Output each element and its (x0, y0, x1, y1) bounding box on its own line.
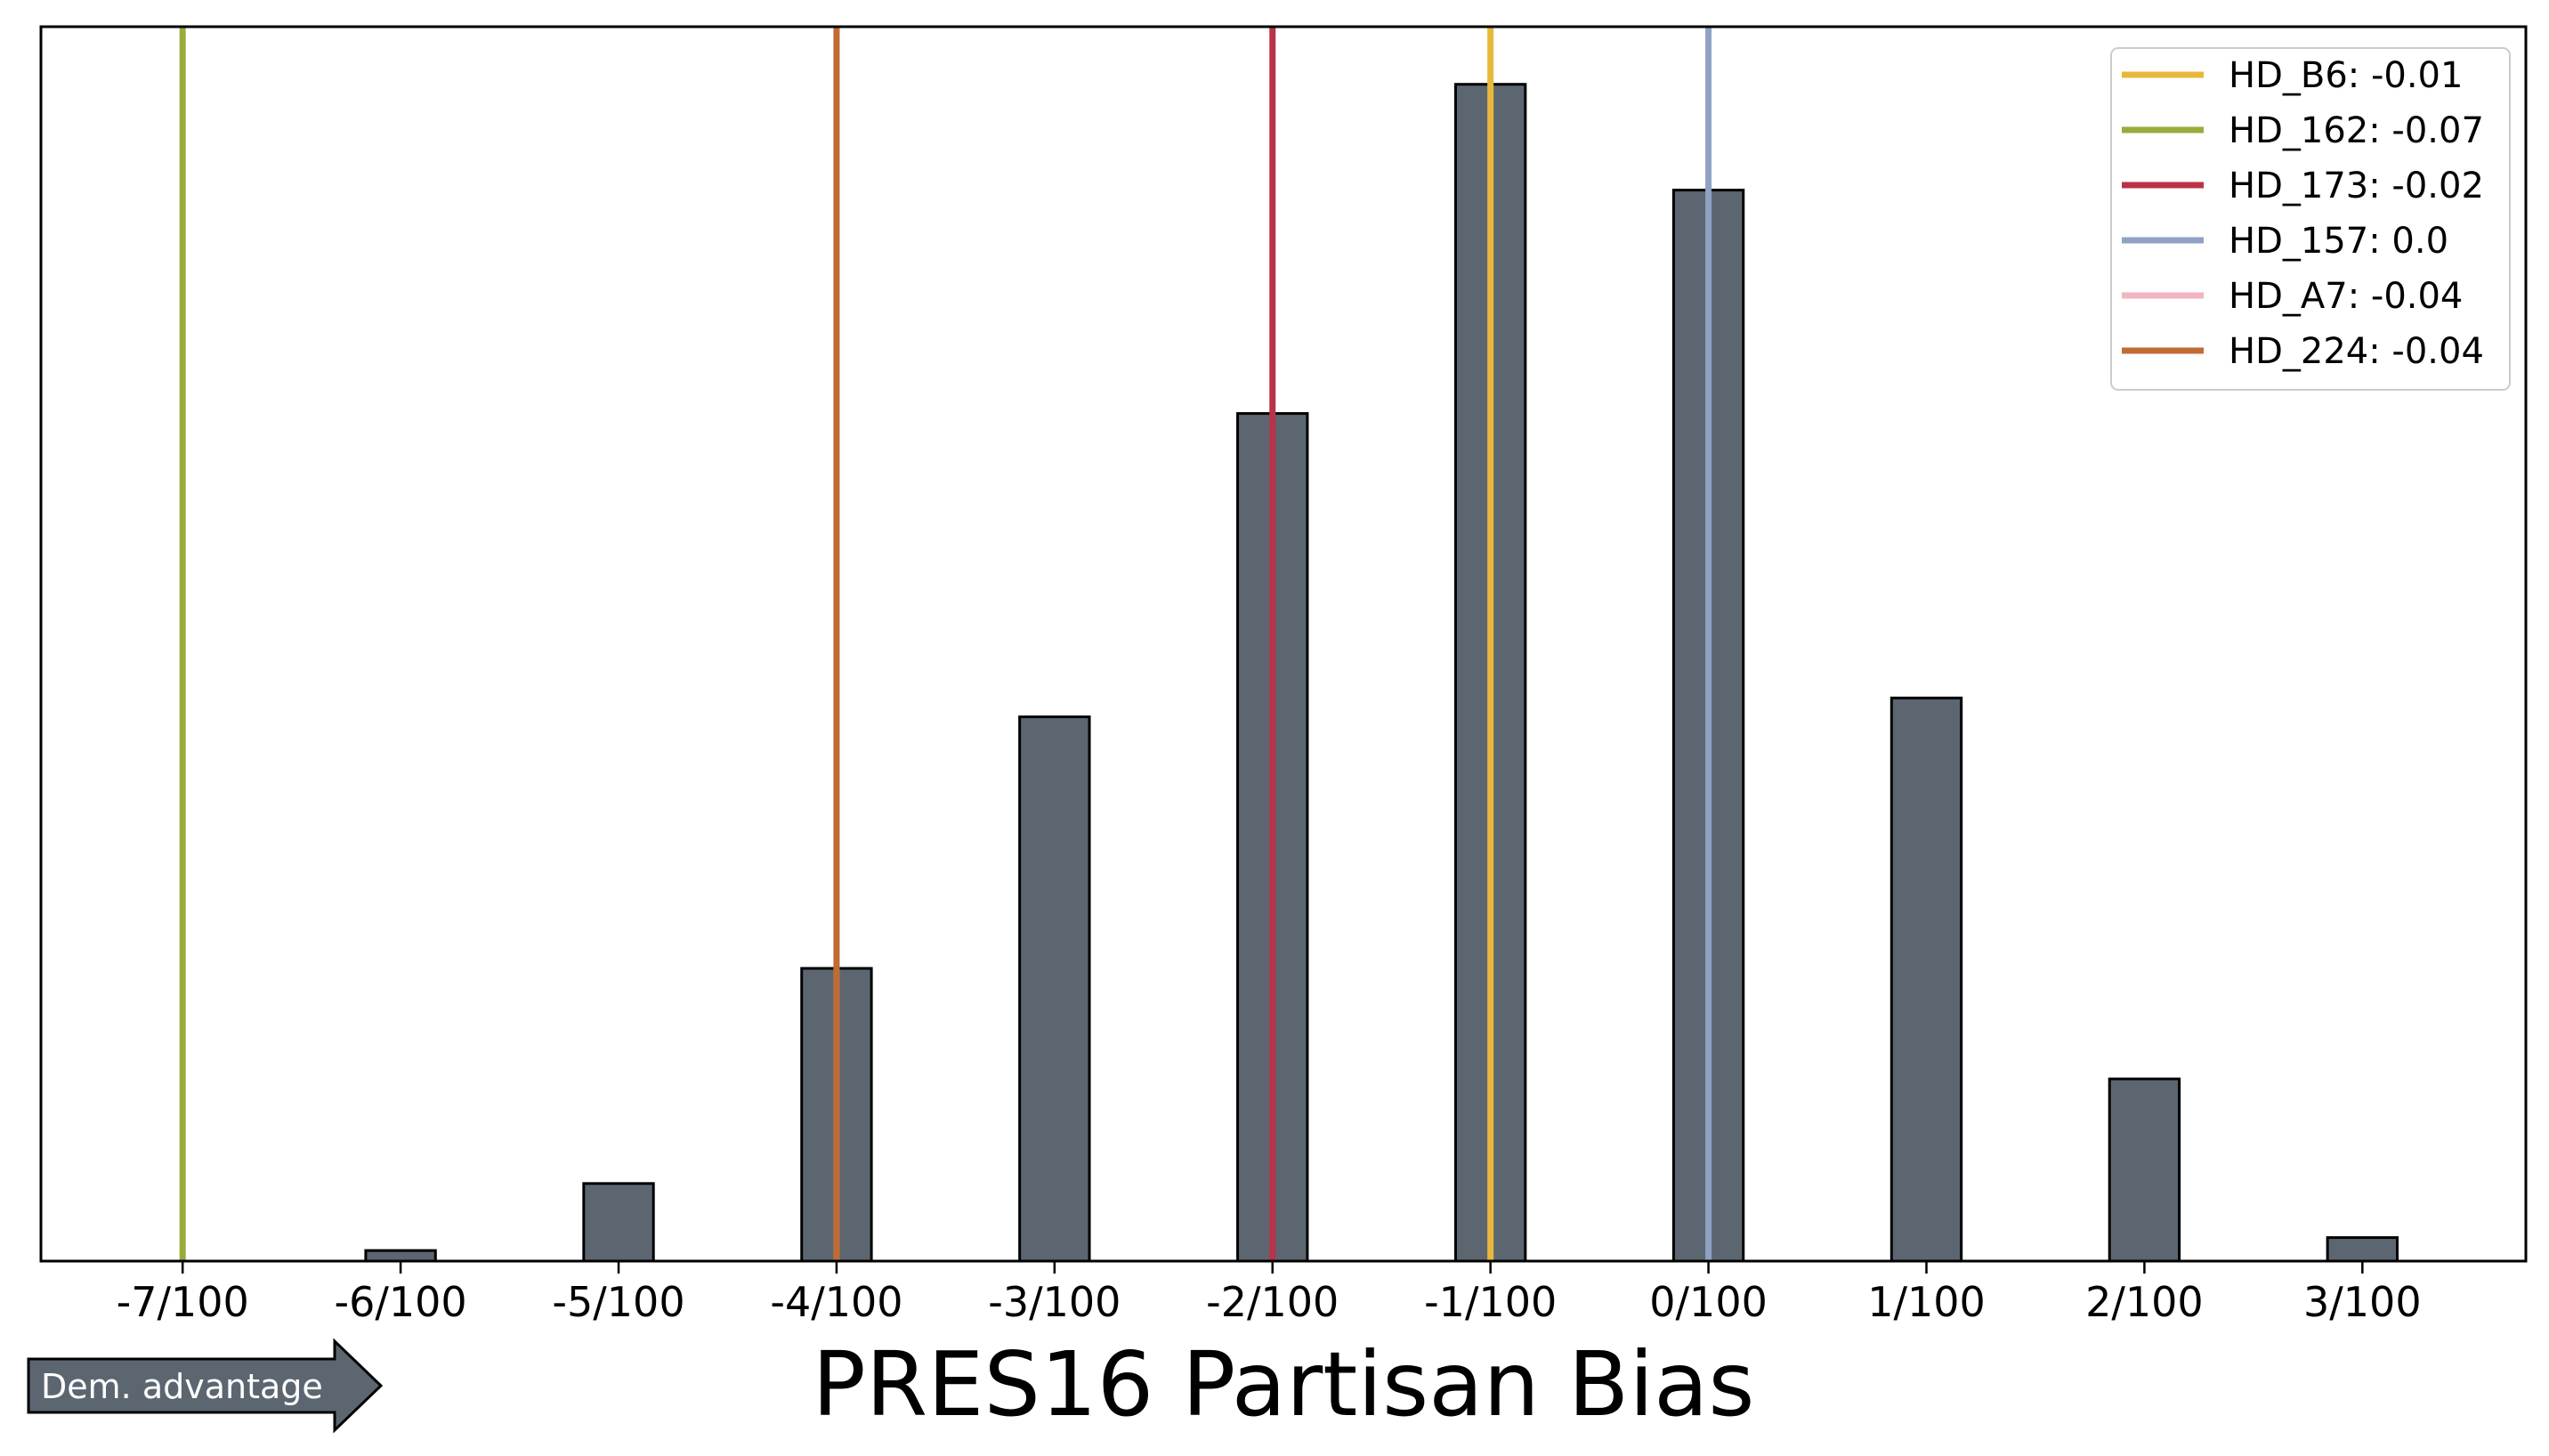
legend: HD_B6: -0.01 HD_162: -0.07 HD_173: -0.02 HD… (2110, 47, 2511, 391)
x-tick-label: 1/100 (1867, 1278, 1986, 1326)
histogram-bar (582, 1182, 655, 1263)
histogram-bar (2326, 1236, 2399, 1263)
x-tick-label: -3/100 (988, 1278, 1121, 1326)
x-tick-label: 2/100 (2085, 1278, 2204, 1326)
legend-entry: HD_B6: -0.01 (2229, 55, 2463, 96)
plot-frame (39, 25, 2528, 1263)
legend-entry: HD_173: -0.02 (2229, 166, 2484, 206)
arrow-icon (27, 1338, 384, 1434)
arrow-label: Dem. advantage (41, 1367, 323, 1406)
x-tick-label: -2/100 (1206, 1278, 1339, 1326)
x-tick-label: -1/100 (1424, 1278, 1557, 1326)
dem-advantage-arrow: Dem. advantage (27, 1338, 384, 1434)
x-tick-label: -4/100 (770, 1278, 902, 1326)
legend-entry: HD_157: 0.0 (2229, 221, 2448, 262)
histogram-bar (1889, 696, 1963, 1263)
histogram-bar (2108, 1077, 2181, 1263)
legend-entry: HD_A7: -0.04 (2229, 276, 2463, 317)
x-tick-label: -6/100 (335, 1278, 467, 1326)
histogram-bars (364, 83, 2399, 1263)
histogram-bar (364, 1249, 437, 1263)
x-axis: -7/100 -6/100 -5/100 -4/100 -3/100 -2/100 -1/1… (117, 1261, 2422, 1326)
legend-entry: HD_224: -0.04 (2229, 331, 2484, 372)
x-axis-title: PRES16 Partisan Bias (813, 1332, 1755, 1436)
legend-entry: HD_162: -0.07 (2229, 110, 2484, 151)
x-tick-label: 3/100 (2303, 1278, 2422, 1326)
x-tick-label: -5/100 (552, 1278, 684, 1326)
x-tick-label: 0/100 (1649, 1278, 1768, 1326)
district-lines (179, 27, 1712, 1261)
legend-box (2110, 47, 2511, 391)
x-tick-label: -7/100 (117, 1278, 249, 1326)
histogram-bar (1018, 715, 1091, 1263)
